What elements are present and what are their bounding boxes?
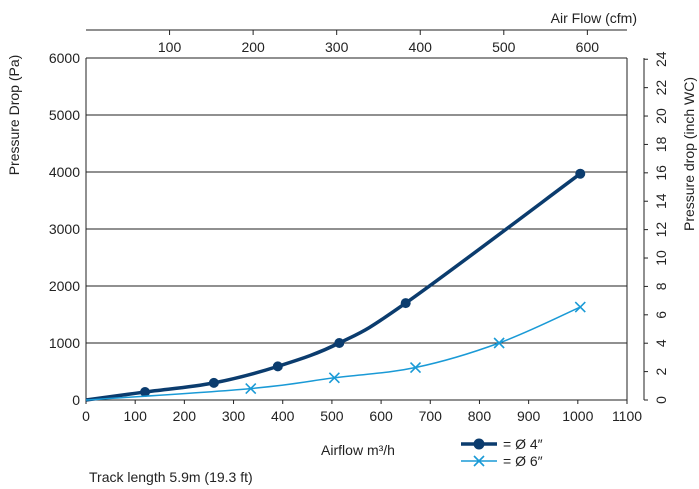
data-point [272,361,283,372]
y-tick-label: 1000 [49,335,80,351]
x-tick-label: 600 [369,408,393,424]
y2-tick-label: 4 [653,339,669,347]
x-tick-label: 1000 [562,408,593,424]
legend: = Ø 4″= Ø 6″ [461,436,543,469]
y-tick-label: 6000 [49,50,80,66]
data-point [409,361,422,374]
y2-tick-label: 0 [653,396,669,404]
data-point [328,372,340,384]
y-tick-label: 0 [72,392,80,408]
y2-tick-label: 8 [653,282,669,290]
legend-marker [473,455,485,467]
data-point [575,168,586,179]
x2-tick-label: 300 [325,39,349,55]
data-point [400,298,411,309]
x2-tick-label: 100 [158,39,182,55]
x-axis-label: Airflow m³/h [321,442,395,458]
axes [85,29,648,404]
x-tick-label: 800 [468,408,492,424]
x-tick-label: 400 [271,408,295,424]
y-tick-label: 3000 [49,221,80,237]
data-point [140,387,151,398]
x-tick-label: 700 [419,408,443,424]
y2-tick-label: 24 [653,51,669,67]
y2-tick-label: 20 [653,108,669,124]
data-point [493,337,505,349]
y2-tick-label: 2 [653,368,669,376]
x-tick-label: 300 [222,408,246,424]
x2-tick-label: 200 [241,39,265,55]
y-tick-label: 5000 [49,107,80,123]
x2-axis-label: Air Flow (cfm) [551,10,637,26]
x-tick-label: 500 [320,408,344,424]
x-tick-label: 0 [82,408,90,424]
y2-axis-label: Pressure drop (inch WC) [681,77,697,231]
data-point [208,377,219,388]
x2-tick-label: 500 [492,39,516,55]
legend-marker [473,438,485,450]
series-line-1 [85,172,582,402]
y-tick-label: 4000 [49,164,80,180]
legend-label: = Ø 6″ [503,453,543,469]
legend-label: = Ø 4″ [503,436,543,452]
x-tick-label: 1100 [612,408,642,424]
x-tick-label: 900 [517,408,541,424]
y2-tick-label: 6 [653,311,669,319]
y2-tick-label: 12 [653,222,669,238]
data-point [574,301,586,313]
y2-tick-label: 22 [653,80,669,96]
y2-tick-label: 10 [653,250,669,266]
x-tick-label: 200 [173,408,197,424]
footnote: Track length 5.9m (19.3 ft) [89,469,253,485]
y2-tick-label: 16 [653,165,669,181]
data-point [245,383,257,395]
series-layer [85,168,586,402]
x2-tick-label: 400 [409,39,433,55]
grid [86,57,627,401]
x2-tick-label: 600 [576,39,600,55]
x-tick-label: 100 [124,408,148,424]
y-tick-label: 2000 [49,278,80,294]
data-point [334,338,345,348]
y2-tick-label: 14 [653,193,669,209]
y2-tick-label: 18 [653,136,669,152]
y-axis-label: Pressure Drop (Pa) [6,55,22,176]
series-line-2 [85,306,581,401]
